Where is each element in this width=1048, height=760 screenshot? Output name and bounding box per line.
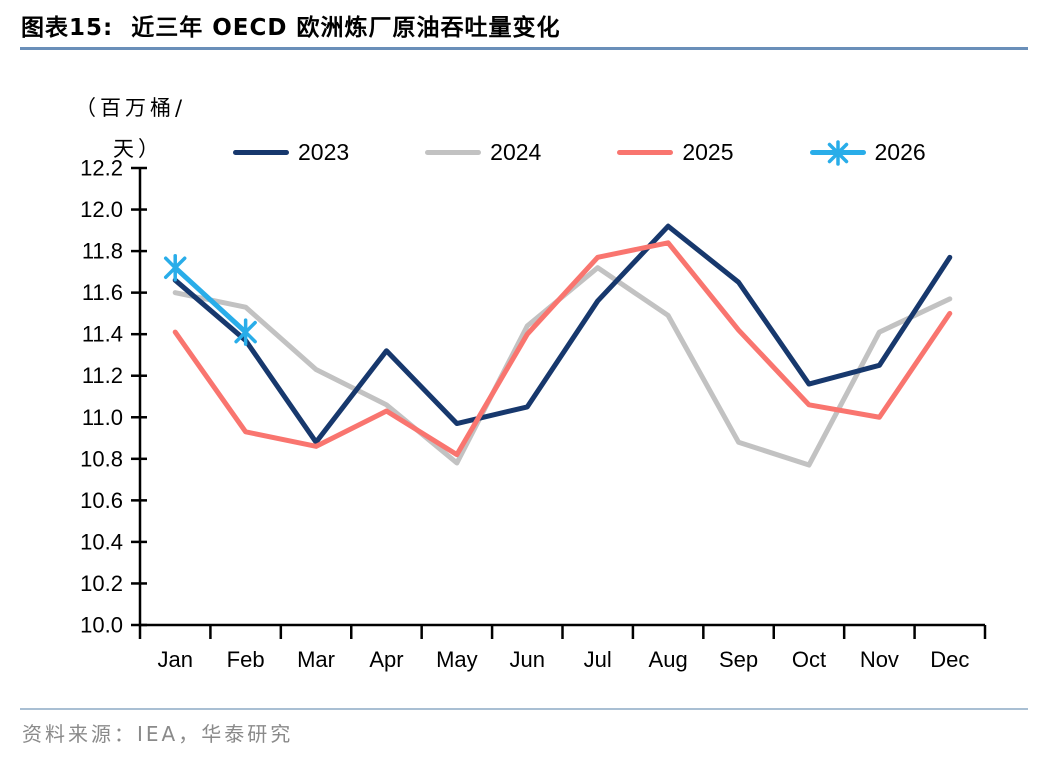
svg-text:11.8: 11.8 [82, 239, 123, 264]
legend-label-2023: 2023 [298, 139, 350, 165]
legend-item-2025: 2025 [617, 139, 734, 166]
svg-text:11.6: 11.6 [82, 280, 123, 305]
svg-text:Jul: Jul [584, 647, 612, 672]
legend-line-2023 [233, 150, 289, 155]
svg-text:Mar: Mar [297, 647, 335, 672]
legend-item-2023: 2023 [233, 139, 349, 166]
figure-title: 图表15: 近三年 OECD 欧洲炼厂原油吞吐量变化 [21, 15, 561, 41]
svg-text:10.4: 10.4 [80, 529, 123, 554]
svg-text:Dec: Dec [930, 647, 969, 672]
svg-text:10.6: 10.6 [80, 488, 123, 513]
asterisk-marker-icon [827, 139, 848, 166]
svg-text:10.8: 10.8 [80, 446, 123, 471]
source-note: 资料来源：IEA，华泰研究 [22, 722, 294, 746]
footer-divider [20, 708, 1028, 710]
svg-text:10.2: 10.2 [80, 571, 123, 596]
svg-text:11.0: 11.0 [82, 405, 123, 430]
svg-text:12.2: 12.2 [80, 156, 123, 181]
svg-text:Aug: Aug [649, 647, 688, 672]
svg-text:Nov: Nov [860, 647, 899, 672]
svg-text:Jan: Jan [157, 647, 192, 672]
svg-text:10.0: 10.0 [80, 613, 123, 638]
legend-label-2024: 2024 [490, 139, 542, 165]
y-axis-unit-line2: 天） [113, 137, 163, 161]
svg-text:Apr: Apr [369, 647, 403, 672]
y-axis-unit: （百万桶/ 天） [75, 88, 186, 170]
svg-text:May: May [436, 647, 478, 672]
svg-text:Oct: Oct [792, 647, 826, 672]
legend-item-2026: 2026 [809, 139, 926, 166]
legend-line-2024 [425, 150, 482, 155]
svg-text:11.4: 11.4 [82, 322, 123, 347]
legend-label-2025: 2025 [682, 139, 734, 165]
svg-text:11.2: 11.2 [82, 363, 123, 388]
legend-item-2024: 2024 [425, 139, 541, 166]
svg-text:Jun: Jun [510, 647, 545, 672]
y-axis-unit-line1: （百万桶/ [75, 96, 187, 120]
svg-text:Sep: Sep [719, 647, 758, 672]
title-underline [20, 47, 1028, 50]
svg-text:Feb: Feb [227, 647, 265, 672]
legend-line-2026 [809, 139, 866, 166]
legend-label-2026: 2026 [874, 139, 926, 165]
legend-line-2025 [617, 150, 674, 155]
chart-legend: 2023 2024 2025 2026 [233, 139, 926, 166]
svg-text:12.0: 12.0 [80, 197, 123, 222]
